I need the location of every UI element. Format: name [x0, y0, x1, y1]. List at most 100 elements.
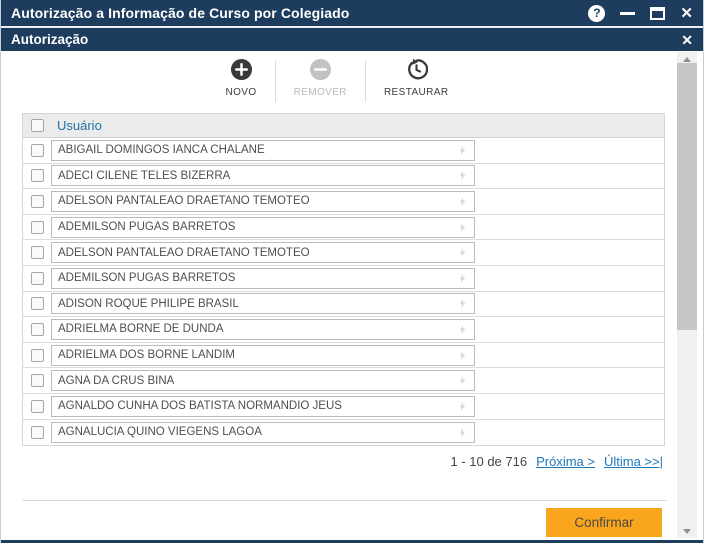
triangle-up-icon: [683, 56, 691, 62]
row-checkbox[interactable]: [30, 297, 44, 311]
minus-circle-icon: [309, 58, 331, 81]
row-checkbox[interactable]: [30, 399, 44, 413]
user-name-input[interactable]: AGNALUCIA QUINO VIEGENS LAGOA: [51, 421, 475, 443]
row-checkbox[interactable]: [30, 425, 44, 439]
user-name: AGNALUCIA QUINO VIEGENS LAGOA: [58, 426, 262, 439]
pagination-last-link[interactable]: Última >>|: [603, 454, 663, 469]
user-name-input[interactable]: AGNALDO CUNHA DOS BATISTA NORMANDIO JEUS: [51, 395, 475, 417]
user-name-input[interactable]: ABIGAIL DOMINGOS IANCA CHALANE: [51, 139, 475, 161]
table-header: Usuário: [23, 114, 664, 138]
minimize-button[interactable]: [620, 11, 636, 15]
restaurar-button[interactable]: RESTAURAR: [368, 58, 465, 104]
user-name-input[interactable]: ADRIELMA BORNE DE DUNDA: [51, 318, 475, 340]
table-row: ADELSON PANTALEAO DRAETANO TEMOTEO: [23, 189, 664, 215]
table-row: ADRIELMA DOS BORNE LANDIM: [23, 342, 664, 369]
lightning-icon: [459, 171, 466, 181]
user-name: ABIGAIL DOMINGOS IANCA CHALANE: [58, 144, 265, 157]
lightning-icon: [459, 196, 466, 207]
row-checkbox[interactable]: [30, 348, 44, 362]
row-checkbox[interactable]: [30, 220, 44, 234]
column-header-usuario[interactable]: Usuário: [57, 118, 102, 133]
triangle-down-icon: [683, 528, 691, 534]
user-name-input[interactable]: ADELSON PANTALEAO DRAETANO TEMOTEO: [51, 190, 475, 212]
row-checkbox[interactable]: [30, 143, 44, 157]
maximize-button[interactable]: [650, 6, 666, 20]
toolbar: NOVO REMOVER RESTAURAR: [1, 58, 673, 104]
scrollbar-up-arrow[interactable]: [677, 52, 697, 66]
select-all-checkbox[interactable]: [30, 119, 44, 132]
table-row: AGNALUCIA QUINO VIEGENS LAGOA: [23, 419, 664, 446]
user-name: ADELSON PANTALEAO DRAETANO TEMOTEO: [58, 195, 310, 208]
lightning-icon: [459, 145, 466, 156]
table-row: ADELSON PANTALEAO DRAETANO TEMOTEO: [23, 240, 664, 266]
user-name: ADEMILSON PUGAS BARRETOS: [58, 221, 236, 234]
table-row: ADEMILSON PUGAS BARRETOS: [23, 214, 664, 241]
plus-circle-icon: [230, 58, 252, 81]
user-name: ADECI CILENE TELES BIZERRA: [58, 169, 231, 182]
dialog-header: Autorização ✕: [1, 28, 703, 51]
scrollbar-thumb[interactable]: [677, 63, 697, 330]
user-name: ADRIELMA BORNE DE DUNDA: [58, 323, 224, 336]
row-checkbox[interactable]: [30, 246, 44, 260]
row-checkbox[interactable]: [30, 169, 44, 183]
user-name-input[interactable]: ADRIELMA DOS BORNE LANDIM: [51, 344, 475, 366]
lightning-icon: [459, 427, 466, 438]
row-checkbox[interactable]: [30, 194, 44, 208]
user-name: ADEMILSON PUGAS BARRETOS: [58, 272, 236, 285]
pagination-next-link[interactable]: Próxima >: [536, 454, 595, 469]
toolbar-separator: [274, 60, 276, 102]
restaurar-label: RESTAURAR: [383, 87, 449, 98]
row-checkbox[interactable]: [30, 374, 44, 388]
maximize-icon: [650, 6, 666, 20]
user-name-input[interactable]: ADEMILSON PUGAS BARRETOS: [51, 267, 475, 289]
minimize-icon: [620, 11, 636, 15]
lightning-icon: [459, 247, 466, 258]
close-icon: ✕: [680, 4, 693, 22]
user-name-input[interactable]: ADELSON PANTALEAO DRAETANO TEMOTEO: [51, 242, 475, 264]
lightning-icon: [459, 222, 466, 232]
user-name-input[interactable]: AGNA DA CRUS BINA: [51, 370, 475, 392]
user-name: AGNALDO CUNHA DOS BATISTA NORMANDIO JEUS: [58, 400, 342, 413]
lightning-icon: [459, 350, 466, 360]
window-titlebar: Autorização a Informação de Curso por Co…: [1, 0, 703, 26]
user-name-input[interactable]: ADEMILSON PUGAS BARRETOS: [51, 216, 475, 238]
confirmar-button[interactable]: Confirmar: [546, 508, 662, 537]
user-name: AGNA DA CRUS BINA: [58, 374, 175, 387]
dialog-close-button[interactable]: ✕: [681, 31, 693, 48]
window-title: Autorização a Informação de Curso por Co…: [11, 5, 350, 21]
help-icon: ?: [588, 4, 606, 22]
footer-divider: [22, 500, 667, 501]
window-bottom-border: [1, 540, 703, 543]
row-checkbox[interactable]: [30, 271, 44, 285]
pagination-range: 1 - 10 de 716: [450, 454, 528, 469]
table-row: ADRIELMA BORNE DE DUNDA: [23, 317, 664, 343]
user-name: ADELSON PANTALEAO DRAETANO TEMOTEO: [58, 246, 310, 259]
table-row: ABIGAIL DOMINGOS IANCA CHALANE: [23, 138, 664, 164]
table-row: AGNA DA CRUS BINA: [23, 368, 664, 394]
close-button[interactable]: ✕: [680, 6, 693, 21]
lightning-icon: [459, 299, 466, 309]
lightning-icon: [459, 375, 466, 386]
table-row: ADEMILSON PUGAS BARRETOS: [23, 265, 664, 292]
user-name-input[interactable]: ADECI CILENE TELES BIZERRA: [51, 165, 475, 187]
scrollbar-down-arrow[interactable]: [677, 524, 697, 538]
users-table: Usuário ABIGAIL DOMINGOS IANCA CHALANE: [22, 113, 665, 447]
scrollbar[interactable]: [677, 52, 697, 538]
help-button[interactable]: ?: [588, 4, 606, 22]
lightning-icon: [459, 324, 466, 335]
table-row: ADISON ROQUE PHILIPE BRASIL: [23, 291, 664, 318]
titlebar-separator: [1, 26, 703, 28]
lightning-icon: [459, 401, 466, 412]
user-name: ADISON ROQUE PHILIPE BRASIL: [58, 297, 239, 310]
novo-button[interactable]: NOVO: [210, 58, 273, 104]
user-name-input[interactable]: ADISON ROQUE PHILIPE BRASIL: [51, 293, 475, 315]
restore-history-icon: [407, 58, 428, 80]
pagination: 1 - 10 de 716 Próxima > Última >>|: [450, 454, 663, 469]
window-controls: ? ✕: [588, 4, 693, 22]
table-row: AGNALDO CUNHA DOS BATISTA NORMANDIO JEUS: [23, 393, 664, 420]
row-checkbox[interactable]: [30, 322, 44, 336]
user-name: ADRIELMA DOS BORNE LANDIM: [58, 349, 236, 362]
remover-button[interactable]: REMOVER: [278, 58, 363, 104]
toolbar-separator: [364, 60, 366, 102]
